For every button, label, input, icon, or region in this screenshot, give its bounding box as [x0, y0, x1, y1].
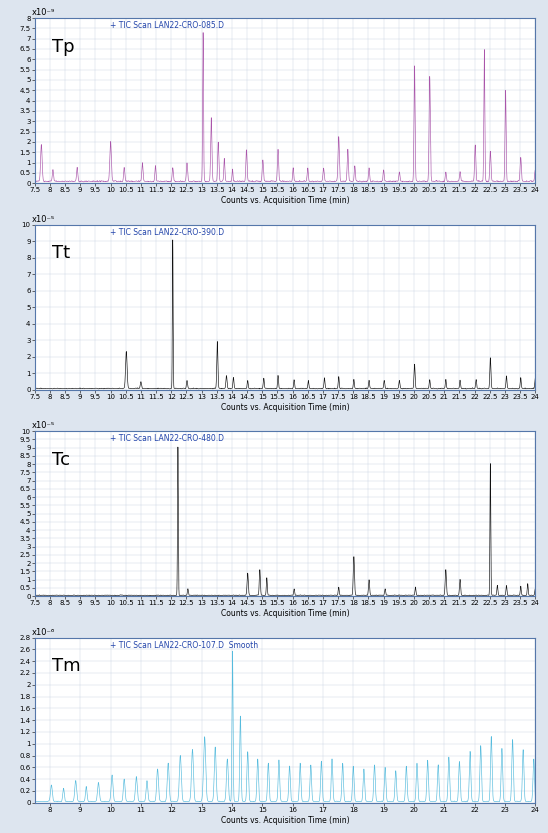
Text: x10⁻⁹: x10⁻⁹ [32, 8, 55, 17]
X-axis label: Counts vs. Acquisition Time (min): Counts vs. Acquisition Time (min) [221, 816, 349, 825]
Text: Tt: Tt [52, 244, 70, 262]
X-axis label: Counts vs. Acquisition Time (min): Counts vs. Acquisition Time (min) [221, 609, 349, 618]
Text: Tm: Tm [52, 657, 81, 676]
Text: x10⁻⁶: x10⁻⁶ [32, 628, 55, 636]
Text: Tp: Tp [52, 37, 75, 56]
Text: + TIC Scan LAN22-CRO-480.D: + TIC Scan LAN22-CRO-480.D [110, 434, 224, 443]
Text: x10⁻⁵: x10⁻⁵ [32, 215, 55, 224]
Text: + TIC Scan LAN22-CRO-390.D: + TIC Scan LAN22-CRO-390.D [110, 228, 224, 237]
X-axis label: Counts vs. Acquisition Time (min): Counts vs. Acquisition Time (min) [221, 196, 349, 205]
X-axis label: Counts vs. Acquisition Time (min): Counts vs. Acquisition Time (min) [221, 402, 349, 412]
Text: + TIC Scan LAN22-CRO-085.D: + TIC Scan LAN22-CRO-085.D [110, 22, 224, 30]
Text: Tc: Tc [52, 451, 70, 469]
Text: x10⁻⁵: x10⁻⁵ [32, 421, 55, 430]
Text: + TIC Scan LAN22-CRO-107.D  Smooth: + TIC Scan LAN22-CRO-107.D Smooth [110, 641, 258, 650]
